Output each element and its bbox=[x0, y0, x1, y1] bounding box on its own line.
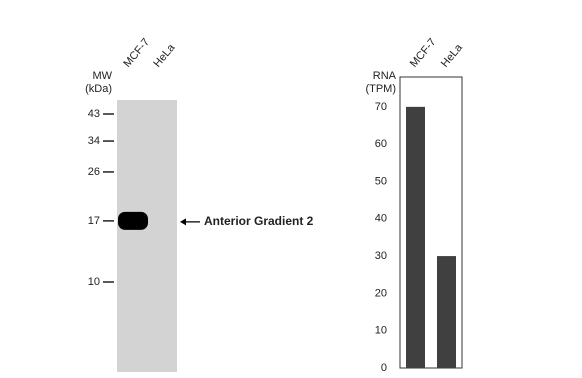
y-tick-label: 30 bbox=[375, 250, 387, 262]
y-tick-label: 0 bbox=[381, 362, 387, 374]
y-tick-label: 26 bbox=[88, 166, 100, 178]
band-label: Anterior Gradient 2 bbox=[204, 214, 314, 228]
y-tick-label: 10 bbox=[88, 276, 100, 288]
y-tick-label: 10 bbox=[375, 325, 387, 337]
y-tick-label: 17 bbox=[88, 215, 100, 227]
y-axis-label: MW bbox=[92, 70, 112, 82]
category-label: MCF-7 bbox=[408, 36, 439, 69]
y-tick-label: 70 bbox=[375, 101, 387, 113]
blot-membrane bbox=[117, 100, 177, 372]
y-tick-label: 40 bbox=[375, 213, 387, 225]
bar bbox=[437, 256, 456, 368]
y-axis-label: RNA bbox=[373, 70, 397, 82]
y-tick-label: 60 bbox=[375, 138, 387, 150]
y-tick-label: 50 bbox=[375, 175, 387, 187]
y-tick-label: 34 bbox=[88, 135, 100, 147]
arrow-head bbox=[180, 218, 186, 226]
y-axis-label: (kDa) bbox=[85, 83, 112, 95]
y-axis-label: (TPM) bbox=[365, 83, 396, 95]
y-tick-label: 43 bbox=[88, 108, 100, 120]
category-label: HeLa bbox=[439, 41, 466, 70]
band bbox=[118, 211, 148, 230]
lane-label: MCF-7 bbox=[121, 36, 152, 69]
bar bbox=[406, 106, 425, 368]
lane-label: HeLa bbox=[151, 41, 178, 70]
plot-frame bbox=[399, 76, 463, 369]
y-tick-label: 20 bbox=[375, 287, 387, 299]
